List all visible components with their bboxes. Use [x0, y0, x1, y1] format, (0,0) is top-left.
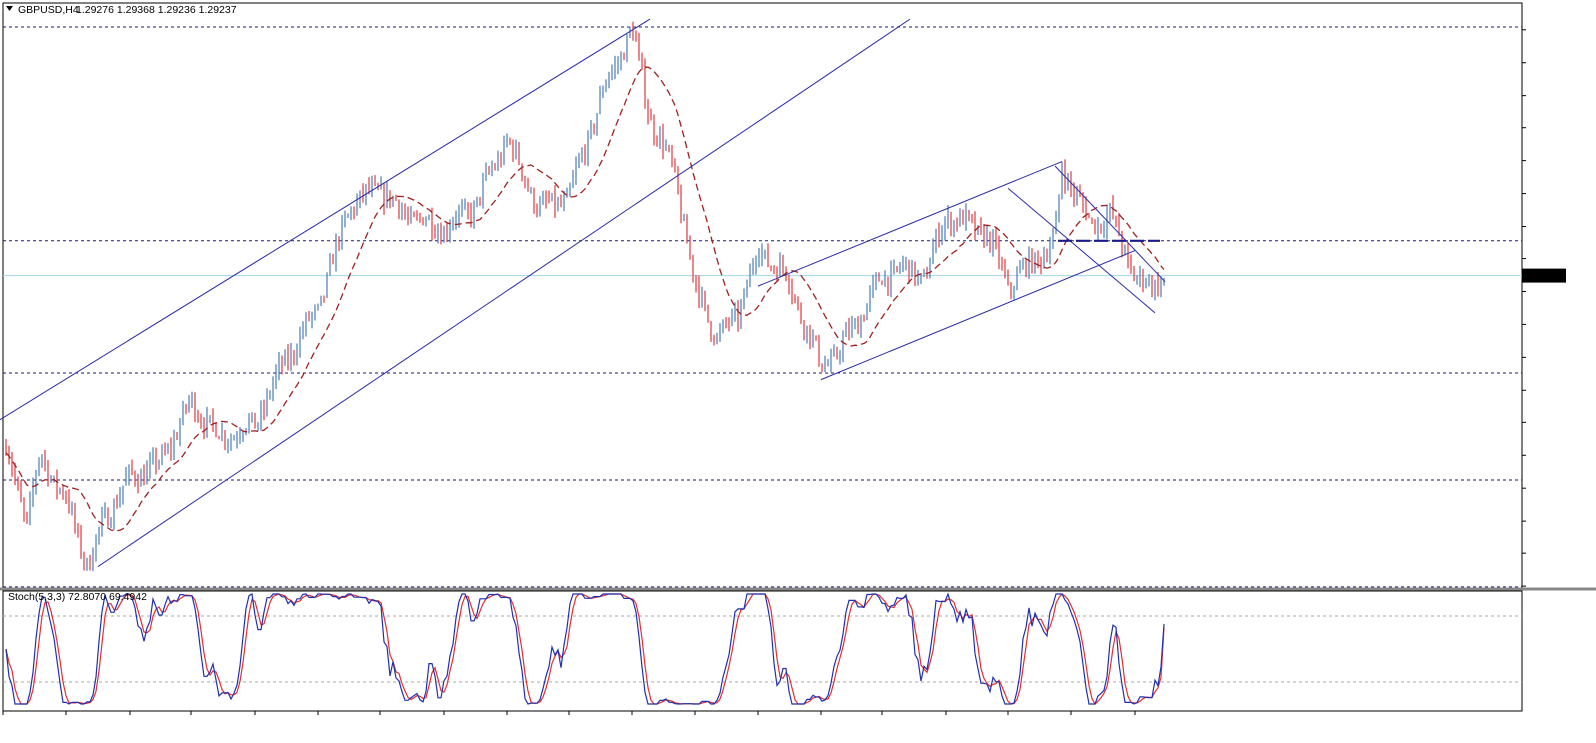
stoch-signal-line — [5, 593, 1165, 705]
trend-line — [1054, 165, 1166, 283]
chart-ohlc: 1.29276 1.29368 1.29236 1.29237 — [76, 4, 237, 16]
trend-line — [0, 18, 651, 421]
stoch-title: Stoch(5,3,3) 72.8070 69.4942 — [8, 591, 147, 603]
main-plot-frame — [2, 2, 1523, 589]
chart-symbol: GBPUSD,H4 — [18, 4, 79, 16]
symbol-dropdown-icon — [6, 6, 13, 11]
current-price-box — [1522, 268, 1566, 283]
stoch-plot-frame — [2, 590, 1523, 712]
moving-average-line — [5, 66, 1165, 532]
trend-line — [820, 250, 1136, 381]
trend-line — [757, 161, 1063, 287]
stoch-main-line — [5, 592, 1165, 705]
trend-line — [1007, 187, 1156, 314]
trend-line — [97, 18, 911, 567]
